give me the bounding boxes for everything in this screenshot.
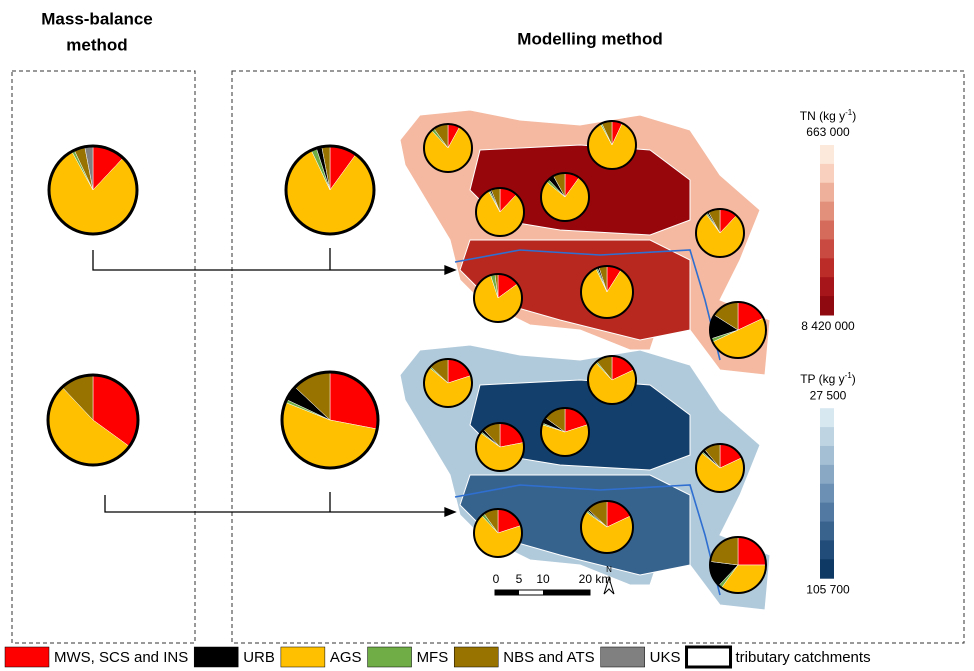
pie-border: [423, 123, 473, 173]
scale-title-part: TP (kg y: [800, 372, 844, 386]
right-box: [231, 70, 965, 644]
pie-slice: [329, 371, 379, 430]
pie-border: [47, 144, 139, 236]
scale-label: 663 000: [806, 125, 850, 139]
scale-step: [820, 145, 834, 165]
scale-title-part: -1: [845, 371, 853, 380]
scale-step: [820, 427, 834, 447]
scale-step: [820, 296, 834, 316]
scale-title-part: ): [852, 109, 856, 123]
pie-border: [46, 373, 140, 467]
north: N: [606, 565, 612, 574]
left-box: [11, 70, 196, 644]
scale-label: 27 500: [810, 388, 847, 402]
pie-border: [587, 120, 637, 170]
river: [454, 484, 721, 596]
legend-swatch: [600, 646, 645, 668]
arrows: [92, 248, 457, 517]
scale-step: [820, 182, 834, 203]
scale-step: [820, 464, 834, 485]
header: Mass-balance: [41, 9, 153, 28]
legend-swatch: [367, 646, 412, 668]
legend-swatch: [685, 645, 733, 669]
scale-step: [820, 483, 834, 504]
scale-step: [820, 540, 834, 560]
scale-title-part: -1: [845, 108, 853, 117]
pie-border: [540, 172, 590, 222]
scale-step: [820, 220, 834, 240]
map-region: [459, 239, 691, 341]
pie-border: [695, 443, 745, 493]
pie-border: [423, 358, 473, 408]
scale-title-part: TN (kg y: [800, 109, 845, 123]
pie-border: [709, 301, 767, 359]
legend-label: NBS and ATS: [503, 649, 594, 666]
pie-border: [473, 508, 523, 558]
scale-step: [820, 277, 834, 297]
legend-label: tributary catchments: [736, 649, 871, 666]
scale-label: 0: [493, 572, 500, 586]
pie-border: [475, 187, 525, 237]
legend-swatch: [453, 646, 499, 668]
legend-swatch: [4, 646, 50, 668]
pie-border: [580, 500, 634, 554]
scale-label: 20 km: [579, 572, 612, 586]
scale-step: [820, 201, 834, 222]
legend-label: MFS: [417, 649, 449, 666]
scale-step: [820, 163, 834, 184]
scale-bar: 0 5 10 20 km N: [493, 565, 615, 596]
pie-border: [473, 273, 523, 323]
scale-step: [820, 239, 834, 259]
pie-border: [540, 407, 590, 457]
scale-step: [820, 445, 834, 466]
header: Modelling method: [517, 29, 662, 48]
pie-border: [587, 355, 637, 405]
scale-label: 105 700: [806, 582, 850, 596]
scale-step: [820, 408, 834, 428]
scale-title: TN (kg y-1): [800, 108, 856, 124]
pie-border: [475, 422, 525, 472]
header: method: [66, 35, 127, 54]
legend-label: AGS: [330, 649, 362, 666]
scale-step: [820, 502, 834, 523]
pie-border: [280, 370, 380, 470]
legend-swatch: [280, 646, 326, 668]
scale-step: [820, 521, 834, 541]
legend-label: UKS: [650, 649, 681, 666]
scale-label: 8 420 000: [801, 319, 855, 333]
scale-step: [820, 258, 834, 278]
legend-swatch: [193, 646, 239, 668]
scale-label: 5: [516, 572, 523, 586]
pie-border: [580, 265, 634, 319]
river: [454, 249, 721, 361]
pie-border: [284, 144, 376, 236]
scale-label: 10: [536, 572, 550, 586]
legend-label: URB: [243, 649, 275, 666]
map-region: [459, 474, 691, 576]
scale-title-part: ): [852, 372, 856, 386]
pie-border: [695, 208, 745, 258]
legend-label: MWS, SCS and INS: [54, 649, 188, 666]
pie-border: [709, 536, 767, 594]
scale-step: [820, 559, 834, 579]
scale-title: TP (kg y-1): [800, 371, 856, 387]
